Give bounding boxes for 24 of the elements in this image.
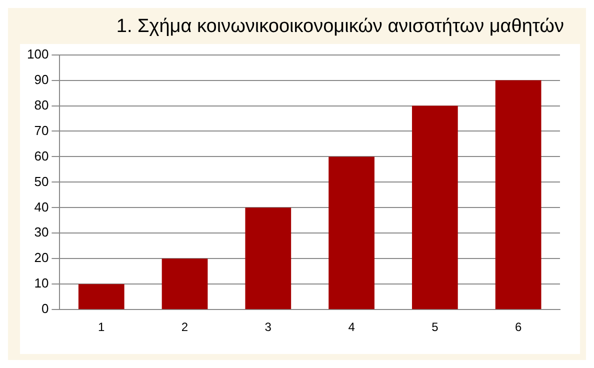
x-tick-label: 2 [181, 320, 188, 334]
bar [495, 80, 542, 310]
y-tick-label: 100 [26, 46, 49, 62]
y-tick-label: 0 [41, 301, 49, 316]
y-tick-label: 50 [34, 174, 49, 189]
x-tick-label: 5 [432, 320, 439, 334]
chart-title: 1. Σχήμα κοινωνικοοικονομικών ανισοτήτων μαθητών [115, 15, 565, 39]
y-tick-label: 10 [34, 276, 49, 291]
x-tick-label: 1 [98, 320, 106, 334]
y-tick-label: 70 [34, 122, 49, 138]
x-tick-label: 4 [348, 320, 356, 334]
y-tick-label: 80 [34, 97, 49, 112]
x-tick-label: 6 [514, 320, 522, 334]
bar [78, 284, 124, 310]
x-tick-label: 3 [264, 320, 272, 334]
bar [162, 258, 208, 310]
bar [328, 156, 374, 310]
y-tick-label: 40 [34, 199, 49, 214]
y-tick-label: 20 [34, 250, 49, 266]
bar [245, 208, 292, 310]
y-tick-label: 30 [34, 224, 49, 240]
bar [412, 106, 458, 310]
y-tick-label: 60 [34, 148, 49, 164]
y-tick-label: 90 [34, 72, 49, 87]
